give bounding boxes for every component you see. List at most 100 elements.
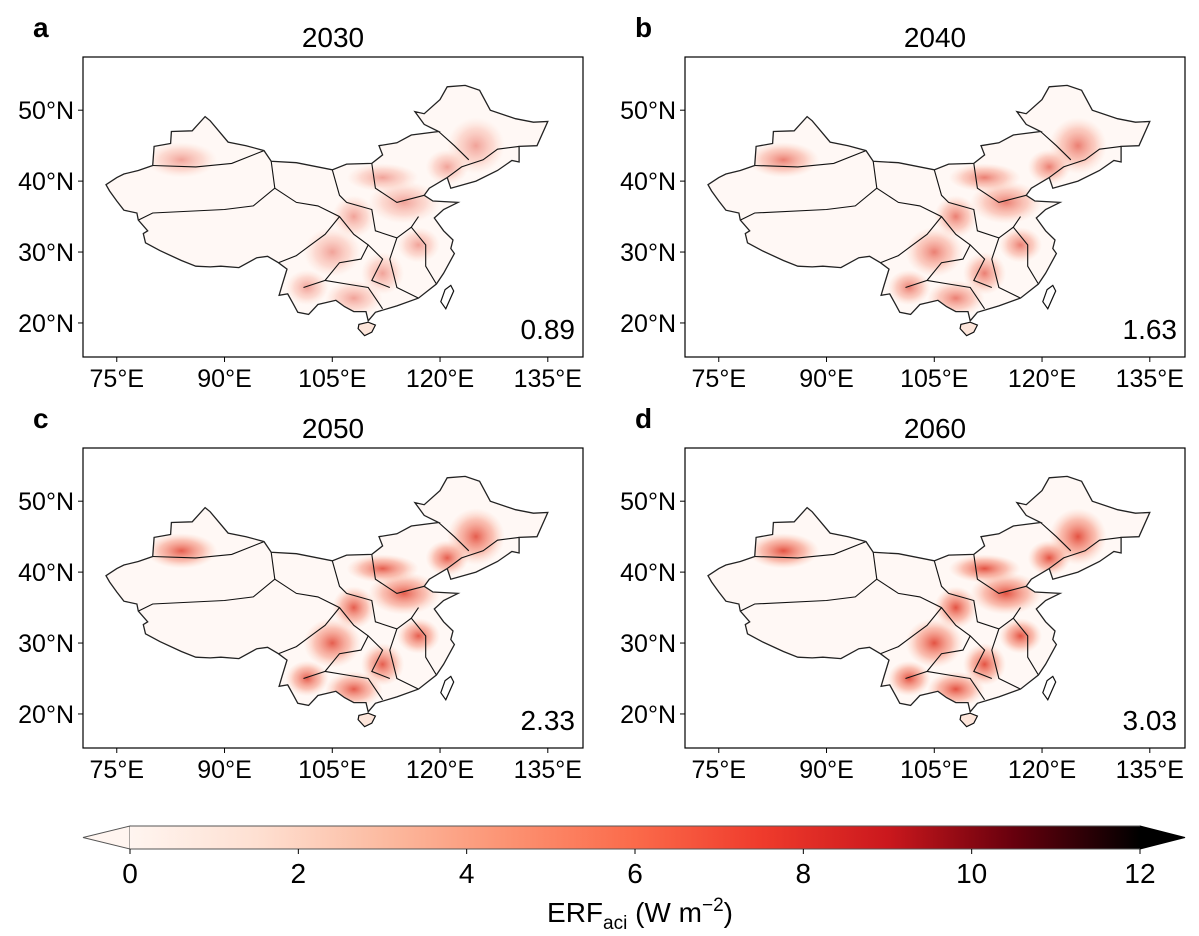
province-border [876, 578, 971, 680]
colorbar-label: ERFaci (W m−2) [547, 895, 733, 934]
island [440, 675, 455, 702]
land [106, 476, 548, 712]
heat-spot [1027, 149, 1071, 185]
province-border [371, 554, 425, 594]
panel-frame [684, 56, 1186, 358]
y-tick-label: 40°N [18, 559, 74, 587]
heat-spot [346, 163, 419, 192]
island [1042, 284, 1057, 311]
y-tick-label: 40°N [18, 168, 74, 196]
island [357, 321, 377, 337]
y-tick-label: 50°N [620, 488, 676, 516]
province-border [274, 187, 369, 289]
x-tick-label: 75°E [692, 365, 746, 393]
map-panel: 75°E 90°E 105°E 120°E 135°E 20°N 30°N 40°N 50°N 2… [18, 403, 584, 784]
x-tick-label: 120°E [1008, 756, 1076, 784]
colorbar-extend-low [82, 825, 131, 850]
province-border [1040, 131, 1072, 161]
province-border [880, 216, 942, 264]
x-tick-label: 105°E [298, 756, 366, 784]
land [708, 85, 1150, 321]
colorbar-tick-label: 8 [796, 858, 812, 889]
heat-spot [396, 227, 441, 263]
y-tick-label: 20°N [18, 310, 74, 338]
province-border [927, 670, 986, 701]
province-border [331, 169, 419, 239]
panel-letter: a [33, 12, 49, 43]
heat-layer [747, 508, 1107, 707]
province-border [1040, 522, 1072, 552]
province-border [371, 163, 425, 203]
heat-spot [360, 643, 405, 686]
heat-spot [396, 618, 441, 654]
country-border [707, 475, 1151, 714]
colorbar-extend-high [1139, 825, 1186, 850]
heat-spot [970, 572, 1043, 615]
panel-value: 3.03 [1123, 705, 1178, 736]
heat-spot [747, 142, 820, 178]
province-border [367, 244, 391, 289]
panel-frame [684, 447, 1186, 749]
province-border [331, 560, 419, 630]
heat-spot [934, 586, 978, 629]
label-sup: −2 [702, 895, 724, 916]
island [1042, 675, 1057, 702]
heat-spot [962, 643, 1007, 686]
heat-spot [948, 163, 1021, 192]
province-border [138, 552, 276, 612]
heat-spot [934, 195, 978, 238]
heat-spot [887, 660, 931, 697]
province-border [410, 226, 437, 285]
heat-spot [887, 269, 931, 306]
colorbar-tick-label: 4 [459, 858, 475, 889]
province-border [446, 536, 520, 570]
province-border [274, 578, 369, 680]
province-border [933, 169, 1021, 239]
province-border [933, 560, 1021, 630]
heat-spot [332, 586, 376, 629]
y-tick-label: 30°N [620, 630, 676, 658]
x-tick-label: 135°E [514, 756, 582, 784]
province-border [969, 244, 993, 289]
panel-letter: d [635, 403, 652, 434]
province-border [367, 635, 391, 680]
panel-title: 2050 [302, 413, 364, 444]
province-border [1012, 617, 1039, 676]
province-border [389, 628, 419, 690]
label-sub: aci [603, 913, 627, 934]
heat-spot [360, 252, 405, 295]
x-tick-label: 120°E [406, 756, 474, 784]
colorbar-tick-label: 6 [627, 858, 643, 889]
heat-spot [747, 533, 820, 569]
province-border [438, 131, 470, 161]
heat-spot [425, 540, 469, 576]
x-tick-label: 75°E [90, 756, 144, 784]
province-border [152, 541, 265, 559]
colorbar-tick-label: 0 [122, 858, 138, 889]
panel-letter: b [635, 12, 652, 43]
province-border [973, 163, 1027, 203]
province-border [325, 670, 384, 701]
island [440, 284, 455, 311]
y-tick-label: 40°N [620, 559, 676, 587]
colorbar [130, 826, 1140, 849]
heat-spot [346, 554, 419, 583]
y-tick-label: 40°N [620, 168, 676, 196]
heat-layer [747, 117, 1107, 316]
province-border [152, 150, 265, 168]
province-border [991, 237, 1021, 299]
heat-spot [368, 572, 441, 615]
province-border [1048, 536, 1122, 570]
x-tick-label: 105°E [298, 365, 366, 393]
province-border [991, 628, 1021, 690]
province-border [1012, 226, 1039, 285]
panel-title: 2040 [904, 22, 966, 53]
heat-spot [970, 181, 1043, 224]
province-border [880, 607, 942, 655]
panel-value: 2.33 [521, 705, 576, 736]
label-main: ERF [547, 897, 603, 928]
province-border [325, 279, 384, 310]
label-close: ) [724, 897, 733, 928]
y-tick-label: 20°N [620, 310, 676, 338]
heat-spot [368, 181, 441, 224]
